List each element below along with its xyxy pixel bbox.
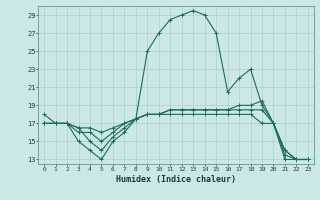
X-axis label: Humidex (Indice chaleur): Humidex (Indice chaleur) [116,175,236,184]
